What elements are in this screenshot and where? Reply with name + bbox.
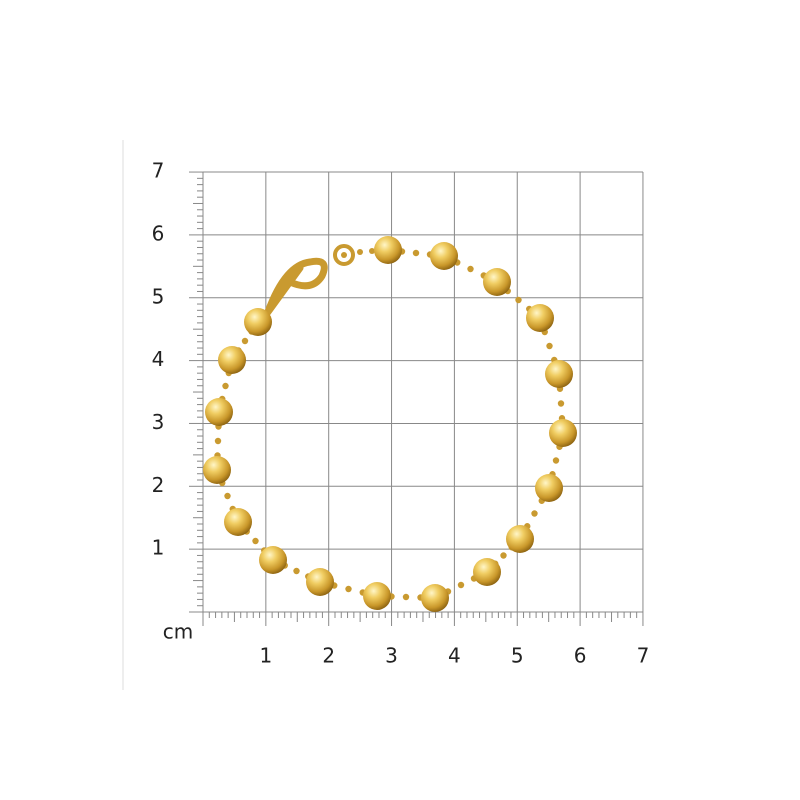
chain-link bbox=[241, 337, 249, 345]
chain-link bbox=[467, 265, 474, 273]
chain-link bbox=[341, 252, 347, 258]
y-label: 3 bbox=[152, 410, 165, 434]
chain-link bbox=[557, 400, 565, 407]
bead bbox=[363, 582, 391, 610]
clasp bbox=[264, 257, 328, 316]
chain-link bbox=[224, 492, 231, 500]
bead bbox=[506, 525, 534, 553]
bead bbox=[421, 584, 449, 612]
bracelet bbox=[203, 236, 577, 612]
bead bbox=[526, 304, 554, 332]
bead bbox=[306, 568, 334, 596]
chain-link bbox=[252, 537, 259, 545]
bead bbox=[218, 346, 246, 374]
chain-link bbox=[500, 552, 507, 559]
bead bbox=[374, 236, 402, 264]
bead bbox=[203, 456, 231, 484]
y-label: 4 bbox=[152, 347, 165, 371]
bead bbox=[549, 419, 577, 447]
bead bbox=[535, 474, 563, 502]
x-label: 7 bbox=[637, 644, 650, 668]
x-label: 2 bbox=[322, 644, 335, 668]
chain-link bbox=[552, 457, 560, 464]
y-label: 6 bbox=[152, 221, 165, 245]
y-label: 5 bbox=[152, 284, 165, 308]
y-label: 2 bbox=[152, 473, 165, 497]
unit-label: cm bbox=[163, 620, 193, 644]
bead bbox=[259, 546, 287, 574]
ruler bbox=[189, 171, 644, 626]
bead bbox=[224, 508, 252, 536]
bead bbox=[430, 242, 458, 270]
chain-link bbox=[412, 249, 420, 257]
chain-link bbox=[531, 510, 538, 517]
y-label: 7 bbox=[152, 159, 165, 183]
chain-link bbox=[214, 437, 222, 445]
bead bbox=[483, 268, 511, 296]
chain-link bbox=[402, 593, 410, 601]
x-label: 1 bbox=[259, 644, 272, 668]
chain-link bbox=[546, 342, 553, 350]
x-label: 4 bbox=[448, 644, 461, 668]
grid bbox=[202, 171, 644, 613]
y-label: 1 bbox=[152, 536, 165, 560]
chain-link bbox=[222, 382, 229, 390]
chain-link bbox=[357, 249, 363, 255]
chain-link bbox=[515, 296, 522, 304]
bead bbox=[205, 398, 233, 426]
chain-link bbox=[345, 585, 352, 593]
bead bbox=[545, 360, 573, 388]
ring bbox=[333, 244, 355, 266]
x-label: 6 bbox=[574, 644, 587, 668]
chain-link bbox=[457, 581, 465, 589]
bead bbox=[244, 308, 272, 336]
x-label: 3 bbox=[385, 644, 398, 668]
bead bbox=[473, 558, 501, 586]
chain-link bbox=[293, 567, 300, 575]
x-label: 5 bbox=[511, 644, 524, 668]
chain-link bbox=[369, 248, 375, 254]
